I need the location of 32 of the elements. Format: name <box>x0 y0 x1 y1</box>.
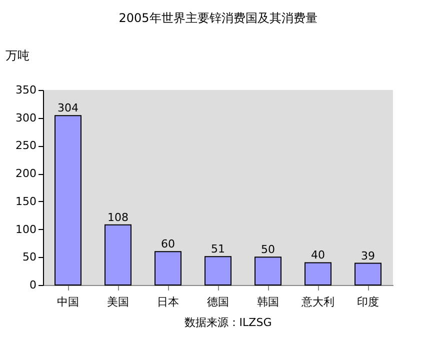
bar <box>304 262 332 286</box>
bar <box>154 251 182 286</box>
x-tick-label: 德国 <box>207 296 229 308</box>
data-label: 51 <box>211 242 225 256</box>
source-note: 数据来源：ILZSG <box>184 316 272 329</box>
bar <box>354 262 382 286</box>
x-tick-label: 韩国 <box>257 296 279 308</box>
data-label: 60 <box>161 238 175 251</box>
bar <box>254 256 282 286</box>
y-tick-label: 200 <box>16 167 36 180</box>
data-label: 108 <box>108 210 128 224</box>
y-tick-label: 300 <box>16 111 36 124</box>
bar <box>54 115 82 286</box>
bar <box>104 224 132 286</box>
y-tick-label: 100 <box>16 222 36 236</box>
x-tick-label: 印度 <box>357 296 379 308</box>
data-label: 40 <box>311 248 325 262</box>
x-tick-label: 中国 <box>57 296 79 308</box>
data-label: 50 <box>261 243 275 256</box>
y-tick-label: 50 <box>22 250 36 264</box>
data-label: 304 <box>58 102 78 115</box>
y-tick-label: 350 <box>16 84 36 96</box>
x-tick-label: 美国 <box>107 296 129 308</box>
x-tick-label: 意大利 <box>300 296 334 308</box>
y-tick-label: 0 <box>30 278 36 292</box>
y-tick-label: 250 <box>16 139 36 152</box>
data-label: 39 <box>361 249 375 262</box>
chart-title: 2005年世界主要锌消费国及其消费量 <box>118 11 318 25</box>
y-axis-title: 万吨 <box>6 48 30 62</box>
y-tick-label: 150 <box>16 194 36 208</box>
bar <box>204 256 232 286</box>
x-tick-label: 日本 <box>157 296 179 308</box>
